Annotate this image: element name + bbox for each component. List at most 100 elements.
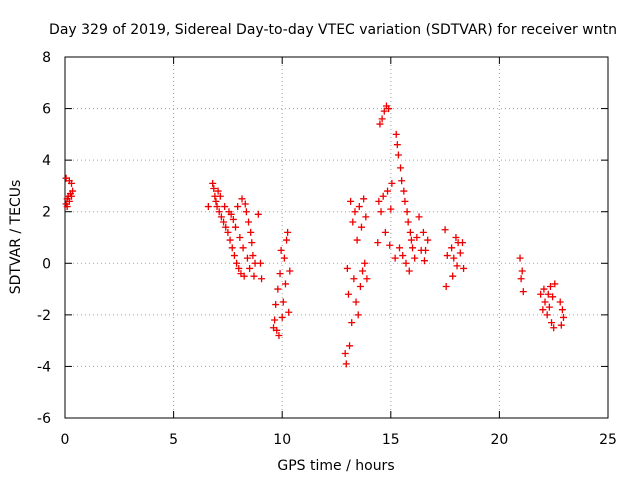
data-point [516,254,524,262]
data-point [352,298,360,306]
data-point [63,203,71,211]
data-point [271,316,279,324]
data-point [217,213,225,221]
data-point [441,226,449,234]
data-point [341,350,349,358]
data-point [380,107,388,115]
data-point [212,197,220,205]
data-point [278,313,286,321]
data-point [448,244,456,252]
data-point [360,195,368,203]
data-point [228,244,236,252]
data-point [420,257,428,265]
data-point [357,223,365,231]
data-point [280,254,288,262]
data-point [216,192,224,200]
data-point [275,331,283,339]
data-point [359,267,367,275]
data-point [406,228,414,236]
y-tick-label: 4 [42,153,51,169]
data-point [347,197,355,205]
data-point [405,267,413,275]
x-axis-label: GPS time / hours [277,458,394,474]
data-point [250,272,258,280]
data-point [518,267,526,275]
data-point [386,241,394,249]
data-point [539,306,547,314]
data-point [452,234,460,241]
data-point [65,197,73,205]
data-point [385,105,393,113]
data-point [378,115,386,123]
data-point [226,236,234,244]
data-point [243,254,251,262]
data-point [69,187,77,195]
data-point [240,272,248,280]
y-tick-label: 0 [42,256,51,272]
data-point [449,272,457,280]
data-markers [62,102,567,368]
data-point [545,303,553,311]
data-point [374,239,382,247]
y-axis-label: SDTVAR / TECUs [8,180,24,295]
data-point [387,205,395,213]
data-point [254,210,262,218]
data-point [283,236,291,244]
data-point [413,234,421,241]
data-point [222,223,230,231]
y-tick-label: 2 [42,205,51,221]
axis-ticks [64,56,609,419]
data-point [258,275,266,283]
data-point [351,208,359,216]
data-point [344,290,352,298]
data-point [246,264,254,272]
data-point [394,151,402,159]
x-tick-label: 10 [273,432,291,448]
data-point [285,308,293,316]
data-point [233,259,241,267]
data-point [343,264,351,272]
data-point [232,223,240,231]
data-point [388,179,396,187]
x-tick-labels: 0 5 10 15 20 25 [61,432,617,448]
data-point [379,192,387,200]
data-point [241,200,249,208]
data-point [221,203,229,211]
data-point [392,130,400,138]
data-point [68,179,76,187]
x-tick-label: 0 [61,432,70,448]
data-point [62,174,70,182]
chart-title: Day 329 of 2019, Sidereal Day-to-day VTE… [49,22,617,38]
data-point [248,239,256,247]
data-point [210,185,218,193]
data-point [362,213,370,221]
x-tick-label: 20 [490,432,508,448]
data-point [419,228,427,236]
y-tick-label: -6 [37,411,51,427]
data-point [397,164,405,172]
x-tick-label: 5 [169,432,178,448]
data-point [354,311,362,319]
data-point [537,290,545,298]
data-point [548,319,556,327]
data-point [238,195,246,203]
data-point [550,324,558,332]
data-point [517,275,525,283]
data-point [256,259,264,267]
data-point [404,218,412,226]
y-tick-label: -2 [37,308,51,324]
data-point [546,282,554,290]
data-point [384,187,392,195]
data-point [401,197,409,205]
data-point [239,244,247,252]
data-point [399,252,407,260]
data-point [551,280,559,288]
data-point [242,208,250,216]
data-point [460,264,468,272]
data-point [213,203,221,211]
data-point [342,360,350,368]
data-point [230,252,238,260]
data-point [279,298,287,306]
data-point [68,192,76,200]
